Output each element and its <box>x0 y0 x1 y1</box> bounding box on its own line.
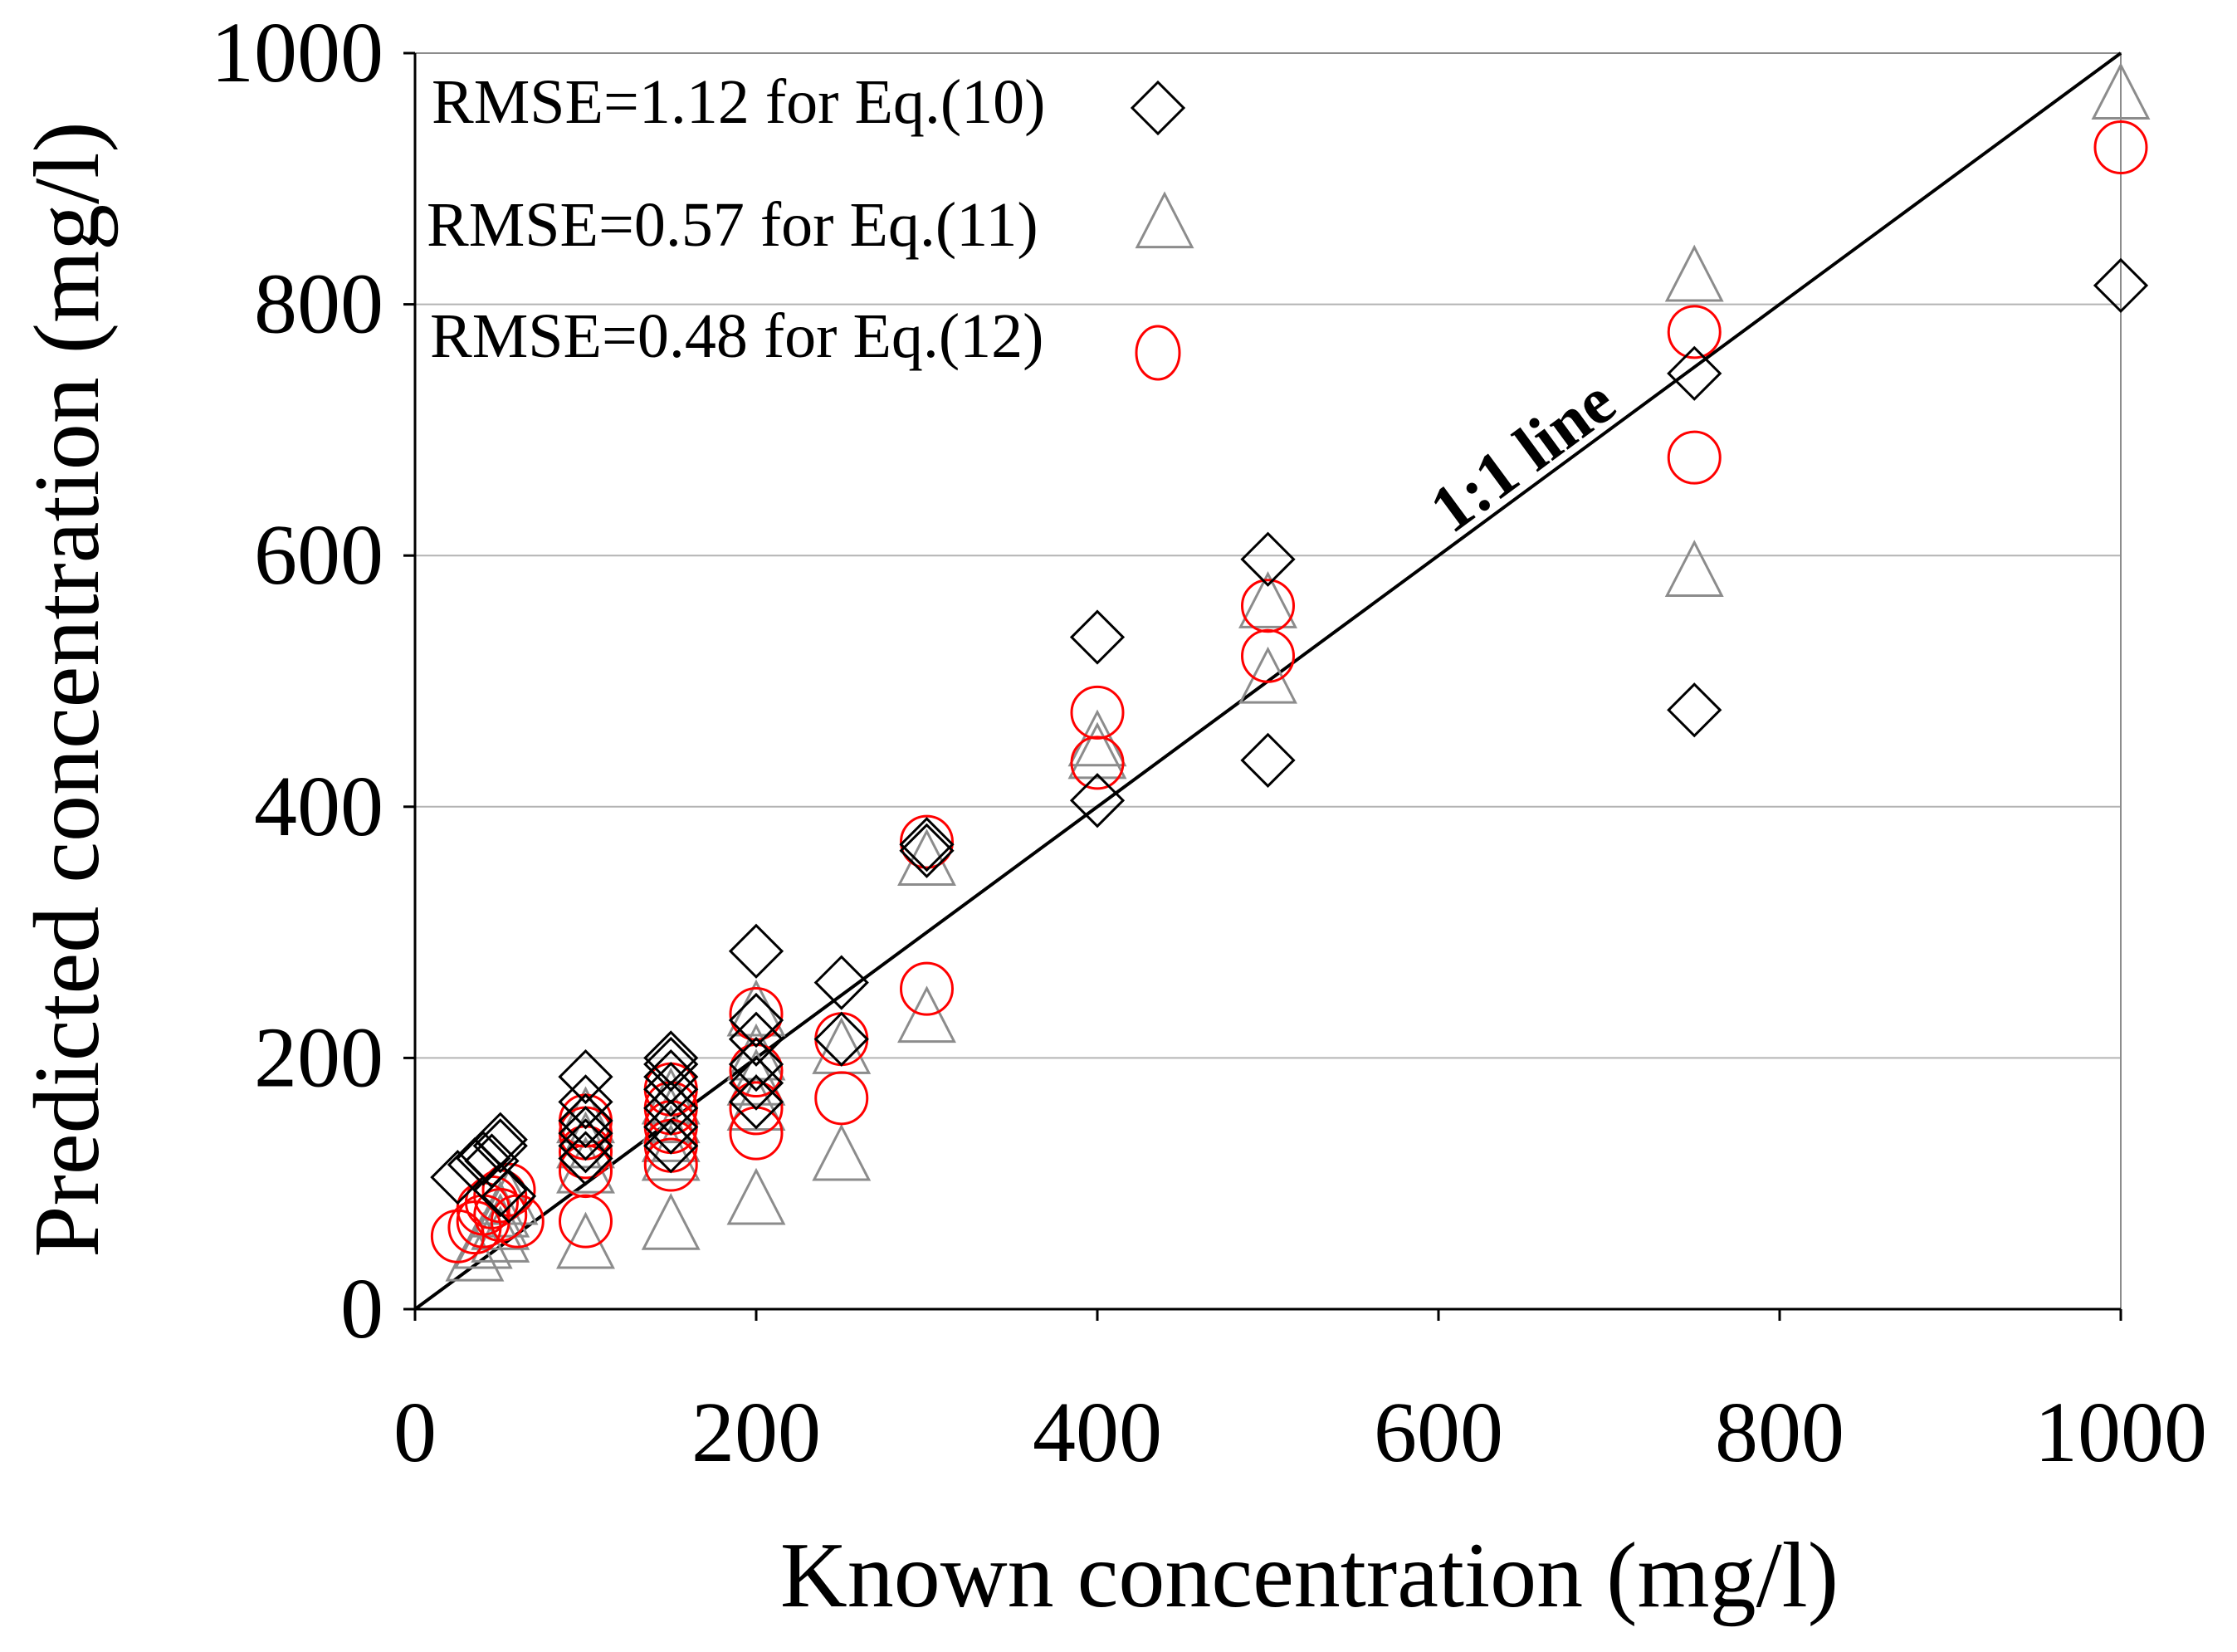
triangle-point-27 <box>1238 571 1297 628</box>
legend-marker-triangle <box>1135 191 1194 249</box>
diamond-point-10 <box>558 1092 613 1149</box>
diamond-point-6 <box>472 1162 528 1218</box>
x-tick-label-1000: 1000 <box>2034 1385 2207 1480</box>
diamond-point-21 <box>728 923 784 979</box>
diamond-point-12 <box>558 1118 613 1174</box>
y-tick-label-600: 600 <box>254 507 383 603</box>
diamond-point-34 <box>1240 732 1296 788</box>
tick-labels: 0 200 400 600 800 1000 0 200 400 600 800 1000 <box>211 5 2207 1480</box>
triangle-point-24 <box>1067 721 1127 780</box>
legend: RMSE=1.12 for Eq.(10) RMSE=0.57 for Eq.(1… <box>427 67 1194 381</box>
diamond-point-24 <box>728 1036 784 1092</box>
triangle-point-26 <box>1238 646 1297 704</box>
legend-label-triangle: RMSE=0.57 for Eq.(11) <box>427 190 1038 260</box>
x-tick-label-800: 800 <box>1715 1385 1844 1480</box>
y-axis-label: Predicted concentration (mg/l) <box>16 121 119 1257</box>
triangle-point-25 <box>1067 709 1127 767</box>
series-diamond <box>430 257 2149 1224</box>
y-tick-label-400: 400 <box>254 759 383 854</box>
diamond-point-33 <box>1240 531 1296 587</box>
one-to-one-line-label: 1:1 line <box>1417 364 1628 547</box>
circle-point-26 <box>900 814 954 869</box>
circle-point-28 <box>1070 685 1125 740</box>
diamond-point-29 <box>899 817 955 872</box>
diamond-point-35 <box>1667 345 1722 401</box>
diamond-point-9 <box>558 1074 613 1130</box>
triangle-point-8 <box>556 1111 615 1169</box>
triangle-point-6 <box>556 1211 615 1269</box>
circle-point-30 <box>1241 579 1295 633</box>
triangle-point-30 <box>2091 62 2151 120</box>
x-tick-label-0: 0 <box>393 1385 437 1480</box>
series-triangle <box>445 62 2151 1282</box>
triangle-point-3 <box>471 1192 530 1250</box>
diamond-point-20 <box>643 1118 699 1174</box>
triangle-point-4 <box>471 1180 530 1238</box>
diamond-point-8 <box>558 1048 613 1105</box>
x-tick-label-600: 600 <box>1374 1385 1503 1480</box>
y-tick-label-1000: 1000 <box>211 5 383 100</box>
diamond-point-37 <box>2093 257 2149 314</box>
data-marks <box>430 62 2151 1282</box>
diamond-point-18 <box>643 1080 699 1136</box>
diamond-point-30 <box>899 823 955 878</box>
diamond-point-15 <box>643 1036 699 1092</box>
triangle-point-15 <box>726 1167 786 1225</box>
diamond-point-5 <box>472 1118 528 1174</box>
diamond-point-31 <box>1069 609 1126 665</box>
circle-point-25 <box>900 961 954 1016</box>
y-tick-label-0: 0 <box>340 1261 383 1356</box>
triangle-point-11 <box>641 1123 701 1181</box>
diamond-point-13 <box>558 1131 613 1186</box>
diamond-point-23 <box>728 1011 784 1067</box>
circle-point-9 <box>559 1194 613 1249</box>
x-axis-label: Known concentration (mg/l) <box>780 1524 1839 1627</box>
diamond-point-36 <box>1667 682 1722 738</box>
triangle-point-20 <box>812 1123 872 1181</box>
diamond-point-26 <box>728 1074 784 1130</box>
circle-point-29 <box>1241 628 1295 683</box>
circle-point-8 <box>490 1194 545 1249</box>
y-tick-label-800: 800 <box>254 257 383 352</box>
y-tick-label-200: 200 <box>254 1009 383 1105</box>
circle-point-33 <box>2093 120 2148 174</box>
diamond-point-25 <box>728 1055 784 1111</box>
triangle-point-0 <box>445 1224 505 1282</box>
triangle-point-29 <box>1664 244 1724 302</box>
diamond-point-28 <box>813 1011 869 1067</box>
triangle-point-10 <box>641 1192 701 1250</box>
diamond-point-19 <box>643 1099 699 1155</box>
circle-point-14 <box>643 1137 698 1192</box>
diamond-point-27 <box>813 955 869 1010</box>
circle-point-23 <box>814 1071 869 1126</box>
diamond-point-17 <box>643 1062 699 1117</box>
diamond-point-11 <box>558 1106 613 1161</box>
x-tick-label-200: 200 <box>691 1385 821 1480</box>
legend-label-circle: RMSE=0.48 for Eq.(12) <box>430 301 1043 371</box>
triangle-point-22 <box>897 985 956 1043</box>
circle-point-32 <box>1667 305 1722 359</box>
diamond-point-2 <box>456 1131 511 1186</box>
circle-point-27 <box>1070 736 1125 790</box>
triangle-point-16 <box>726 1073 786 1131</box>
legend-marker-diamond <box>1130 80 1186 136</box>
triangle-point-28 <box>1664 540 1724 597</box>
diamond-point-32 <box>1069 773 1126 828</box>
axes <box>403 51 2122 1321</box>
x-tick-label-400: 400 <box>1033 1385 1162 1480</box>
triangle-point-7 <box>556 1136 615 1194</box>
diamond-point-7 <box>481 1168 537 1224</box>
legend-marker-circle <box>1135 325 1181 381</box>
circle-point-20 <box>729 1081 784 1136</box>
legend-label-diamond: RMSE=1.12 for Eq.(10) <box>432 67 1045 137</box>
circle-point-31 <box>1667 430 1722 485</box>
diamond-point-22 <box>728 992 784 1048</box>
